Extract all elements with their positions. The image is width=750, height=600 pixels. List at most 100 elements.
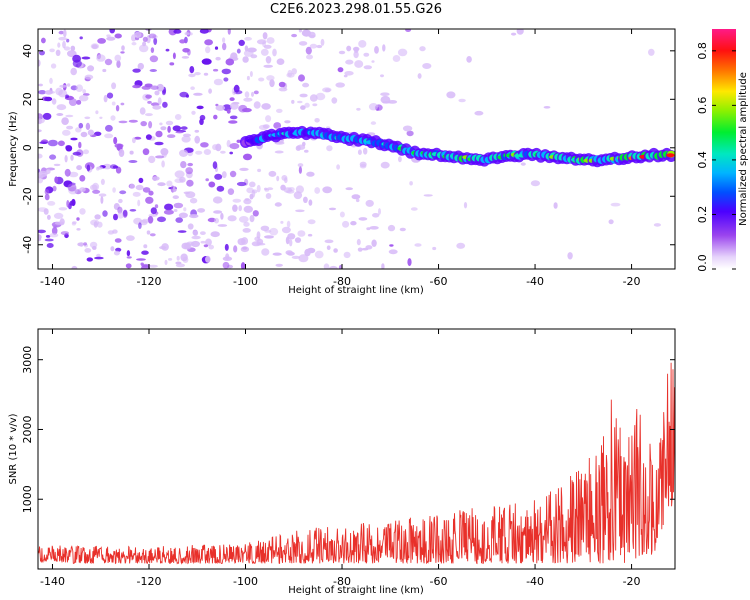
heatmap-noise-cell xyxy=(39,141,48,144)
heatmap-noise-cell xyxy=(116,60,121,68)
heatmap-noise-cell xyxy=(227,215,237,222)
heatmap-noise-cell xyxy=(156,83,164,92)
heatmap-noise-cell xyxy=(304,248,311,257)
heatmap-noise-cell xyxy=(197,208,206,213)
heatmap-noise-cell xyxy=(135,184,144,191)
heatmap-noise-cell xyxy=(543,106,551,109)
heatmap-noise-cell xyxy=(169,62,175,66)
heatmap-noise-cell xyxy=(203,244,209,248)
heatmap-noise-cell xyxy=(287,69,293,78)
heatmap-noise-cell xyxy=(414,243,422,247)
heatmap-noise-cell xyxy=(272,48,277,57)
heatmap-noise-cell xyxy=(322,186,333,194)
heatmap-noise-cell xyxy=(294,237,302,243)
heatmap-noise-cell xyxy=(49,154,57,160)
heatmap-noise-cell xyxy=(251,189,258,194)
heatmap-noise-cell xyxy=(112,165,119,169)
heatmap-noise-cell xyxy=(324,88,331,93)
heatmap-noise-cell xyxy=(157,216,166,223)
heatmap-noise-cell xyxy=(149,69,157,72)
heatmap-noise-cell xyxy=(374,46,379,54)
heatmap-noise-cell xyxy=(213,78,223,86)
heatmap-noise-cell xyxy=(70,154,74,161)
heatmap-noise-cell xyxy=(241,237,249,245)
spectrogram-panel: -140 -120 -100 -80 -60 -40 -20 -40 -20 0 20 40 Hei… xyxy=(8,28,676,296)
heatmap-noise-cell xyxy=(210,231,220,238)
heatmap-noise-cell xyxy=(149,55,159,63)
heatmap-noise-cell xyxy=(304,102,310,108)
heatmap-noise-cell xyxy=(272,252,282,256)
heatmap-noise-cell xyxy=(205,255,211,263)
heatmap-noise-cell xyxy=(132,68,141,73)
heatmap-noise-cell xyxy=(154,141,164,146)
heatmap-noise-cell xyxy=(407,258,412,267)
heatmap-noise-cell xyxy=(265,115,272,123)
heatmap-noise-cell xyxy=(173,29,182,34)
heatmap-noise-cell xyxy=(155,130,163,138)
heatmap-noise-cell xyxy=(99,116,103,120)
colorbar-tick-label: 0.4 xyxy=(696,151,709,169)
heatmap-noise-cell xyxy=(174,114,182,120)
heatmap-noise-cell xyxy=(303,196,308,203)
snr-x-tick-label: -140 xyxy=(40,575,65,588)
heatmap-noise-cell xyxy=(226,139,231,148)
heatmap-noise-cell xyxy=(220,212,224,220)
heatmap-noise-cell xyxy=(38,118,42,125)
heatmap-noise-cell xyxy=(70,45,76,52)
heatmap-noise-cell xyxy=(163,209,174,215)
heatmap-noise-cell xyxy=(363,65,372,70)
heatmap-noise-cell xyxy=(167,134,176,139)
spectrogram-y-axis-label: Frequency (Hz) xyxy=(8,111,19,187)
heatmap-noise-cell xyxy=(212,196,223,204)
heatmap-noise-cell xyxy=(363,147,368,155)
heatmap-noise-cell xyxy=(304,149,309,153)
heatmap-noise-cell xyxy=(463,202,468,209)
heatmap-signal-peak xyxy=(666,153,675,158)
heatmap-noise-cell xyxy=(200,240,206,244)
heatmap-noise-cell xyxy=(239,167,249,171)
heatmap-noise-cell xyxy=(177,230,187,233)
heatmap-noise-cell xyxy=(104,133,114,139)
spectrogram-x-axis-label: Height of straight line (km) xyxy=(288,285,424,296)
heatmap-noise-cell xyxy=(262,32,268,40)
heatmap-noise-cell xyxy=(39,50,45,56)
heatmap-noise-cell xyxy=(314,187,321,194)
heatmap-noise-cell xyxy=(112,229,118,234)
heatmap-noise-cell xyxy=(64,155,68,163)
heatmap-noise-cell xyxy=(102,68,107,73)
heatmap-noise-cell xyxy=(280,220,284,224)
heatmap-noise-cell xyxy=(59,84,67,88)
heatmap-noise-cell xyxy=(397,48,408,57)
heatmap-noise-cell xyxy=(399,227,406,232)
heatmap-noise-cell xyxy=(96,54,106,62)
heatmap-noise-cell xyxy=(67,183,77,192)
heatmap-noise-cell xyxy=(227,188,235,196)
heatmap-noise-cell xyxy=(66,83,71,87)
heatmap-noise-cell xyxy=(365,199,374,207)
heatmap-noise-cell xyxy=(128,160,138,163)
heatmap-noise-cell xyxy=(372,213,380,218)
heatmap-noise-cell xyxy=(94,214,101,220)
heatmap-noise-cell xyxy=(335,82,346,88)
heatmap-noise-cell xyxy=(328,207,337,211)
heatmap-noise-cell xyxy=(205,178,209,182)
heatmap-noise-cell xyxy=(181,56,190,59)
snr-series-line xyxy=(38,362,675,565)
heatmap-noise-cell xyxy=(55,49,61,56)
heatmap-noise-cell xyxy=(305,46,312,55)
heatmap-noise-cell xyxy=(114,33,122,39)
heatmap-noise-cell xyxy=(196,105,204,110)
heatmap-noise-cell xyxy=(264,235,274,239)
heatmap-noise-cell xyxy=(353,47,359,53)
heatmap-noise-cell xyxy=(358,217,368,221)
heatmap-noise-cell xyxy=(225,58,235,66)
heatmap-noise-cell xyxy=(76,99,82,105)
heatmap-noise-cell xyxy=(314,250,324,259)
heatmap-noise-cell xyxy=(172,195,179,200)
heatmap-noise-cell xyxy=(114,54,122,62)
heatmap-noise-cell xyxy=(193,92,203,96)
heatmap-noise-cell xyxy=(567,252,573,260)
heatmap-noise-cell xyxy=(52,185,57,192)
heatmap-noise-cell xyxy=(200,231,206,236)
heatmap-noise-cell xyxy=(138,222,142,229)
